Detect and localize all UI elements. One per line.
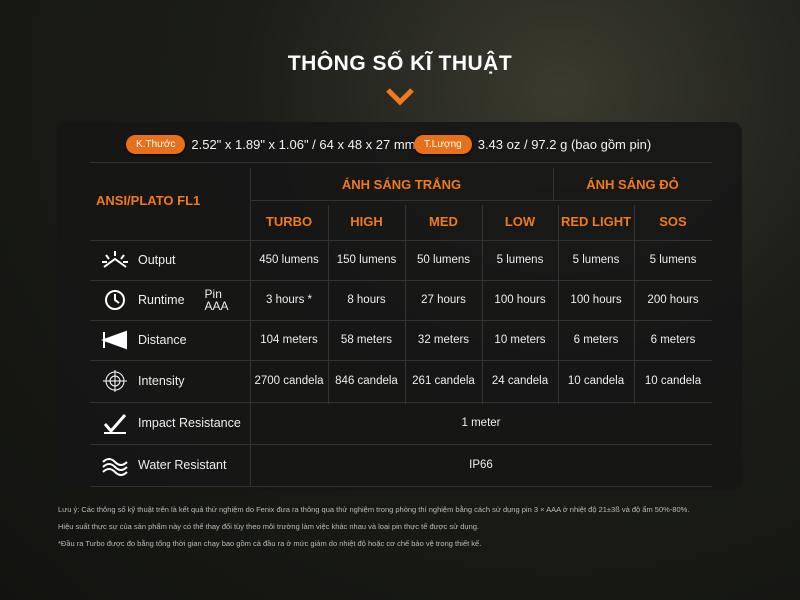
mode-header-med: MED: [429, 213, 458, 229]
table-cell: 200 hours: [647, 294, 699, 306]
table-cell: 846 candela: [335, 375, 398, 387]
table-cell: IP66: [469, 459, 493, 471]
note-2: Hiệu suất thực sự của sản phẩm này có th…: [58, 522, 480, 531]
spec-panel: [57, 122, 742, 490]
table-cell: 8 hours: [347, 294, 386, 306]
table-cell: 261 candela: [412, 375, 475, 387]
row-label-runtime: Runtime Pin AAA: [100, 280, 235, 320]
table-cell: 5 lumens: [496, 254, 544, 266]
row-divider: [90, 280, 712, 281]
weight-value: 3.43 oz / 97.2 g (bao gồm pin): [477, 136, 652, 152]
note-3: *Đầu ra Turbo được đo bằng tổng thời gia…: [58, 539, 482, 548]
col-divider: [558, 205, 559, 404]
table-cell: 58 meters: [340, 334, 393, 346]
table-cell: 5 lumens: [572, 254, 620, 266]
mode-header-turbo: TURBO: [265, 213, 313, 229]
row-divider: [90, 162, 712, 163]
table-cell: 32 meters: [417, 334, 470, 346]
spec-size: K.Thước 2.52" x 1.89" x 1.06" / 64 x 48 x…: [126, 133, 416, 155]
spec-weight: T.Lượng 3.43 oz / 97.2 g (bao gồm pin): [414, 133, 651, 155]
distance-icon: [101, 330, 127, 350]
table-cell: 6 meters: [573, 334, 619, 346]
row-label-text: Impact Resistance: [138, 416, 241, 430]
table-cell: 5 lumens: [649, 254, 697, 266]
table-cell: 10 candela: [567, 375, 625, 387]
row-divider: [90, 444, 712, 445]
note-1: Lưu ý: Các thông số kỹ thuật trên là kết…: [58, 505, 690, 514]
table-cell: 450 lumens: [259, 254, 319, 266]
table-cell: 104 meters: [260, 334, 318, 346]
table-cell: 150 lumens: [336, 254, 397, 266]
table-cell: 100 hours: [570, 294, 622, 306]
chevron-down-icon: [386, 88, 414, 106]
weight-badge: T.Lượng: [414, 134, 472, 154]
size-badge: K.Thước: [126, 134, 186, 154]
standard-label: ANSI/PLATO FL1: [96, 192, 201, 208]
col-divider: [553, 168, 554, 200]
table-cell: 27 hours: [421, 294, 466, 306]
row-label-text: Runtime: [138, 293, 185, 307]
size-value: 2.52" x 1.89" x 1.06" / 64 x 48 x 27 mm: [191, 136, 416, 152]
page-title: THÔNG SỐ KĨ THUẬT: [287, 52, 513, 75]
row-label-text: Output: [138, 253, 176, 267]
mode-header-sos: SOS: [659, 213, 687, 229]
row-label-output: Output: [100, 240, 176, 280]
table-cell: 2700 candela: [254, 375, 324, 387]
row-divider: [90, 360, 712, 361]
table-cell: 10 meters: [494, 334, 546, 346]
col-divider: [634, 205, 635, 404]
table-cell: 6 meters: [650, 334, 696, 346]
output-icon: [102, 251, 128, 268]
water-icon: [102, 458, 128, 476]
mode-header-high: HIGH: [350, 213, 383, 229]
col-divider: [482, 205, 483, 404]
row-label-intensity: Intensity: [100, 360, 185, 402]
col-divider: [328, 205, 329, 404]
row-divider: [90, 320, 712, 321]
row-label-text: Intensity: [138, 374, 185, 388]
mode-header-low: LOW: [504, 213, 536, 229]
row-divider: [250, 200, 712, 201]
clock-icon: [105, 290, 125, 310]
target-icon: [103, 370, 127, 392]
row-label-impact-resistance: Impact Resistance: [100, 402, 241, 444]
group-white-light: ÁNH SÁNG TRẮNG: [341, 176, 462, 192]
battery-note: Pin AAA: [204, 287, 229, 313]
col-divider: [405, 205, 406, 404]
row-label-distance: Distance: [100, 320, 187, 360]
table-cell: 50 lumens: [416, 254, 471, 266]
row-label-text: Distance: [138, 333, 187, 347]
col-divider: [250, 168, 251, 486]
table-cell: 3 hours *: [265, 294, 313, 306]
row-divider: [90, 402, 712, 403]
table-cell: 10 candela: [644, 375, 702, 387]
mode-header-red-light: RED LIGHT: [560, 213, 632, 229]
group-red-light: ÁNH SÁNG ĐỎ: [586, 176, 679, 192]
row-divider: [90, 240, 712, 241]
table-cell: 1 meter: [461, 417, 501, 429]
row-divider: [90, 486, 712, 487]
table-cell: 24 candela: [491, 375, 549, 387]
row-label-water-resistant: Water Resistant: [100, 444, 226, 486]
row-label-text: Water Resistant: [138, 458, 227, 472]
impact-icon: [103, 414, 127, 434]
table-cell: 100 hours: [494, 294, 546, 306]
